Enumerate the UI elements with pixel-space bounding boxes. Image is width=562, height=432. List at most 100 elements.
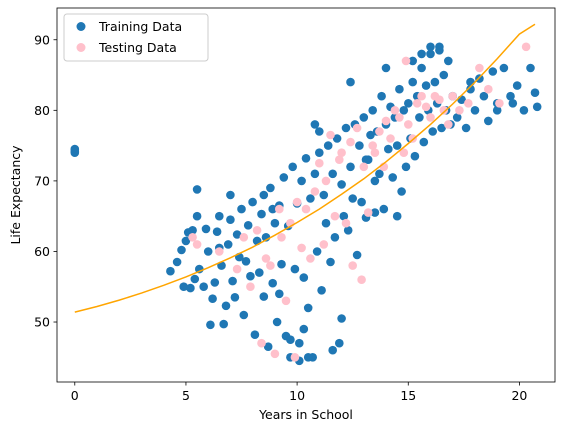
data-point [270, 349, 280, 359]
data-point [419, 137, 429, 147]
data-point [232, 264, 242, 274]
y-axis-label: Life Expectancy [8, 145, 23, 245]
data-point [254, 268, 264, 277]
data-point [203, 247, 213, 256]
data-point [437, 123, 446, 133]
x-tick-label: 5 [182, 388, 190, 403]
legend-marker [76, 43, 86, 52]
data-point [390, 106, 400, 115]
data-point [323, 141, 333, 150]
data-point [410, 151, 420, 161]
data-point [428, 127, 438, 136]
data-point [415, 113, 424, 122]
data-point [246, 282, 255, 292]
data-point [212, 227, 222, 236]
data-point [272, 317, 282, 327]
data-point [232, 230, 242, 239]
data-point [292, 197, 302, 207]
data-point [397, 187, 406, 196]
data-point [401, 162, 411, 172]
data-point [290, 353, 300, 362]
data-point [259, 190, 269, 200]
data-point [263, 342, 273, 352]
data-point [179, 282, 188, 292]
data-point [190, 274, 200, 284]
data-point [348, 261, 358, 270]
data-point [310, 187, 320, 196]
data-point [506, 91, 515, 101]
data-point [426, 49, 435, 59]
data-point [484, 84, 493, 94]
data-point [319, 190, 329, 200]
chart-marks [70, 23, 542, 366]
data-point [355, 141, 364, 150]
data-point [172, 257, 182, 267]
data-point [275, 289, 284, 299]
data-point [363, 208, 373, 217]
data-point [243, 221, 253, 230]
data-point [230, 293, 240, 302]
data-point [297, 176, 306, 186]
x-axis-label: Years in School [258, 407, 353, 422]
data-point [466, 77, 475, 87]
data-point [237, 204, 246, 214]
data-point [201, 224, 211, 234]
data-point [166, 266, 175, 276]
data-point [277, 259, 286, 269]
data-point [228, 276, 237, 286]
x-tick-label: 20 [511, 388, 527, 403]
data-point [337, 180, 346, 189]
data-point [332, 134, 342, 143]
legend-label: Testing Data [98, 40, 177, 55]
data-point [377, 91, 386, 101]
data-point [341, 218, 351, 228]
data-point [319, 240, 329, 249]
data-point [439, 70, 449, 80]
data-point [530, 88, 540, 97]
data-point [290, 264, 300, 274]
legend-marker [76, 22, 86, 31]
data-point [499, 63, 509, 73]
data-point [495, 99, 504, 108]
data-point [266, 183, 275, 193]
plot-frame [56, 7, 556, 383]
data-point [417, 63, 426, 73]
data-point [177, 245, 186, 255]
data-point [221, 301, 231, 311]
data-point [226, 190, 235, 200]
data-point [268, 204, 278, 214]
data-point [395, 84, 404, 94]
data-point [330, 211, 340, 221]
data-point [357, 197, 366, 207]
data-point [252, 226, 262, 235]
data-point [328, 169, 338, 179]
data-point [361, 155, 371, 164]
data-point [386, 134, 395, 143]
data-point [404, 120, 413, 129]
data-point [370, 208, 380, 217]
data-point [257, 338, 266, 348]
x-tick-label: 10 [289, 388, 305, 403]
data-point [417, 91, 426, 101]
data-point [439, 106, 449, 115]
data-point [359, 113, 369, 122]
data-point [310, 120, 320, 129]
data-point [339, 211, 349, 221]
data-point [395, 113, 404, 122]
data-point [368, 141, 378, 150]
data-point [215, 247, 224, 256]
data-point [321, 176, 331, 186]
chart-legend: Training Data Testing Data [63, 13, 209, 62]
x-tick-label: 0 [71, 388, 79, 403]
data-point [261, 254, 271, 263]
data-point [310, 169, 320, 179]
data-point [519, 106, 529, 115]
data-point [317, 286, 326, 295]
data-point [335, 338, 344, 348]
data-point [239, 310, 249, 320]
data-point [352, 123, 362, 133]
data-point [192, 211, 202, 221]
data-point [226, 215, 235, 224]
data-point [392, 211, 402, 221]
data-point [341, 123, 351, 133]
